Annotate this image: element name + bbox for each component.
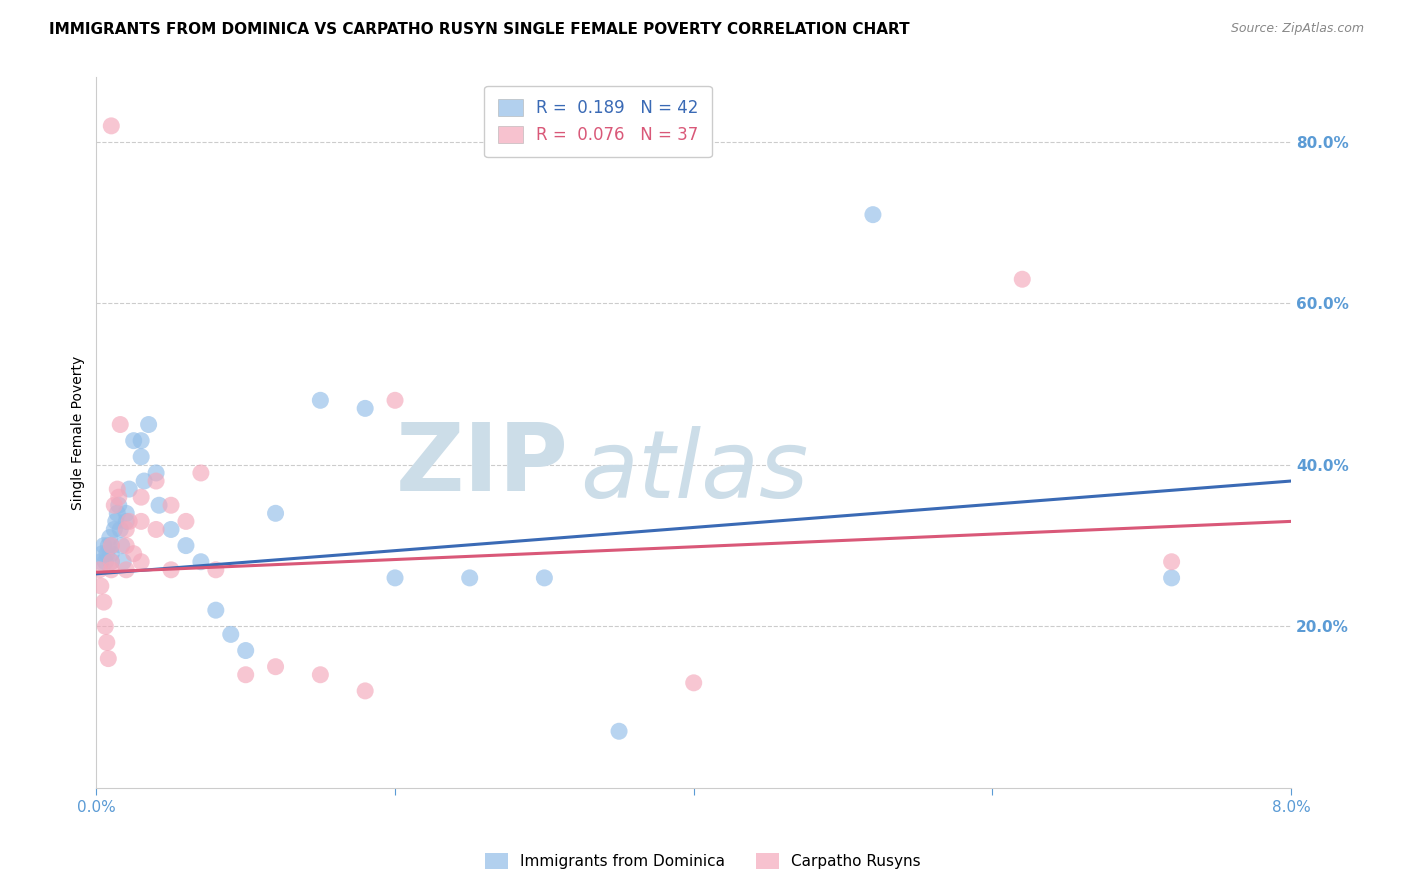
- Text: IMMIGRANTS FROM DOMINICA VS CARPATHO RUSYN SINGLE FEMALE POVERTY CORRELATION CHA: IMMIGRANTS FROM DOMINICA VS CARPATHO RUS…: [49, 22, 910, 37]
- Point: [97, 539, 120, 553]
- Point: [100, 539, 122, 553]
- Point: [533, 571, 555, 585]
- Point: [862, 208, 884, 222]
- Point: [115, 563, 138, 577]
- Point: [103, 498, 125, 512]
- Point: [103, 523, 125, 537]
- Point: [309, 393, 332, 408]
- Point: [458, 571, 481, 585]
- Point: [115, 523, 138, 537]
- Point: [190, 555, 212, 569]
- Point: [384, 571, 406, 585]
- Point: [105, 506, 128, 520]
- Point: [354, 684, 377, 698]
- Point: [1011, 272, 1033, 286]
- Point: [96, 635, 118, 649]
- Point: [115, 539, 138, 553]
- Y-axis label: Single Female Poverty: Single Female Poverty: [72, 356, 86, 509]
- Point: [160, 563, 183, 577]
- Point: [100, 547, 122, 561]
- Point: [235, 667, 257, 681]
- Legend: R =  0.189   N = 42, R =  0.076   N = 37: R = 0.189 N = 42, R = 0.076 N = 37: [485, 86, 711, 157]
- Point: [94, 619, 117, 633]
- Point: [110, 523, 132, 537]
- Point: [384, 393, 406, 408]
- Point: [205, 603, 228, 617]
- Legend: Immigrants from Dominica, Carpatho Rusyns: Immigrants from Dominica, Carpatho Rusyn…: [479, 847, 927, 875]
- Point: [90, 555, 112, 569]
- Point: [145, 523, 167, 537]
- Point: [100, 555, 122, 569]
- Point: [190, 466, 212, 480]
- Point: [145, 466, 167, 480]
- Point: [110, 417, 132, 432]
- Point: [354, 401, 377, 416]
- Point: [100, 539, 122, 553]
- Point: [607, 724, 630, 739]
- Point: [100, 563, 122, 577]
- Point: [148, 498, 170, 512]
- Point: [264, 659, 287, 673]
- Point: [100, 119, 122, 133]
- Text: Source: ZipAtlas.com: Source: ZipAtlas.com: [1230, 22, 1364, 36]
- Point: [174, 539, 197, 553]
- Point: [107, 498, 129, 512]
- Point: [122, 547, 145, 561]
- Point: [145, 474, 167, 488]
- Point: [129, 555, 152, 569]
- Point: [129, 450, 152, 464]
- Point: [309, 667, 332, 681]
- Point: [91, 547, 114, 561]
- Point: [118, 482, 141, 496]
- Point: [134, 474, 156, 488]
- Point: [97, 651, 120, 665]
- Text: ZIP: ZIP: [395, 418, 568, 510]
- Point: [93, 539, 115, 553]
- Point: [1160, 555, 1182, 569]
- Point: [1160, 571, 1182, 585]
- Point: [112, 555, 135, 569]
- Point: [96, 547, 118, 561]
- Point: [98, 531, 121, 545]
- Point: [235, 643, 257, 657]
- Point: [160, 498, 183, 512]
- Point: [115, 506, 138, 520]
- Point: [129, 490, 152, 504]
- Point: [104, 515, 127, 529]
- Point: [682, 675, 704, 690]
- Point: [205, 563, 228, 577]
- Point: [107, 490, 129, 504]
- Point: [90, 579, 112, 593]
- Point: [174, 515, 197, 529]
- Text: atlas: atlas: [581, 426, 808, 517]
- Point: [94, 555, 117, 569]
- Point: [105, 482, 128, 496]
- Point: [118, 515, 141, 529]
- Point: [219, 627, 242, 641]
- Point: [122, 434, 145, 448]
- Point: [160, 523, 183, 537]
- Point: [129, 515, 152, 529]
- Point: [111, 539, 134, 553]
- Point: [138, 417, 160, 432]
- Point: [115, 515, 138, 529]
- Point: [100, 555, 122, 569]
- Point: [264, 506, 287, 520]
- Point: [129, 434, 152, 448]
- Point: [89, 563, 111, 577]
- Point: [93, 595, 115, 609]
